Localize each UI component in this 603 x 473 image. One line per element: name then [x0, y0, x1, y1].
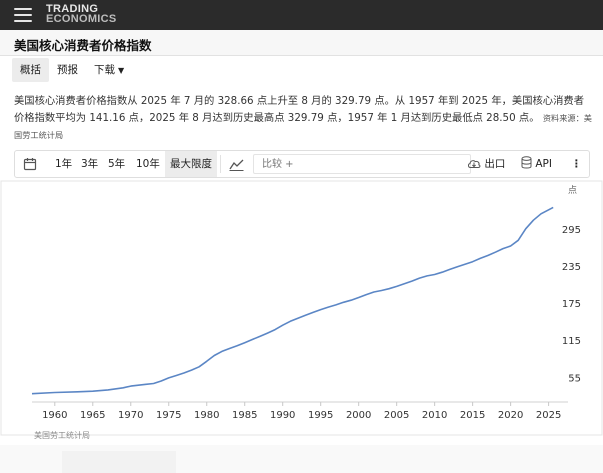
- export-label: 出口: [484, 158, 506, 170]
- top-bar: TRADING ECONOMICS: [0, 0, 603, 30]
- export-button[interactable]: 出口: [467, 151, 505, 177]
- brand-line-1: TRADING: [46, 3, 99, 15]
- calendar-icon[interactable]: [23, 157, 37, 171]
- range-max[interactable]: 最大限度: [165, 151, 217, 177]
- y-tick-label: 295: [562, 225, 581, 236]
- api-button[interactable]: API: [521, 151, 552, 177]
- y-axis-unit: 点: [568, 186, 578, 196]
- chart-toolbar: 1年 3年 5年 10年 最大限度 出口 API ⋮: [14, 150, 590, 178]
- page-title: 美国核心消费者价格指数: [14, 38, 152, 53]
- y-tick-label: 235: [562, 262, 581, 273]
- x-tick-label: 2015: [460, 410, 485, 421]
- cpi-line-chart: 1960 1965 1970 1975 1980 1985 1990 1995 2000 2005…: [0, 180, 603, 436]
- toolbar-divider: [220, 155, 221, 173]
- y-tick-label: 175: [562, 299, 581, 310]
- compare-input[interactable]: [253, 154, 471, 174]
- y-tick-label: 115: [562, 336, 581, 347]
- range-3y[interactable]: 3年: [81, 158, 99, 170]
- summary-text: 美国核心消费者价格指数从 2025 年 7 月的 328.66 点上升至 8 月…: [14, 95, 584, 124]
- more-icon[interactable]: ⋮: [571, 158, 582, 170]
- chart-frame: [0, 180, 603, 436]
- title-row: 美国核心消费者价格指数: [0, 30, 603, 56]
- x-tick-label: 1970: [118, 410, 143, 421]
- range-1y[interactable]: 1年: [55, 158, 73, 170]
- caret-down-icon: ▼: [118, 66, 125, 75]
- tab-download[interactable]: 下载 ▼: [86, 58, 132, 82]
- menu-icon[interactable]: [14, 8, 32, 22]
- x-tick-label: 1990: [270, 410, 295, 421]
- database-icon: [521, 156, 532, 169]
- bottom-placeholder: [62, 451, 176, 473]
- y-tick-label: 55: [568, 373, 581, 384]
- x-tick-label: 2025: [536, 410, 561, 421]
- x-tick-label: 1980: [194, 410, 219, 421]
- x-tick-label: 1960: [42, 410, 67, 421]
- x-tick-label: 2005: [384, 410, 409, 421]
- tab-download-label: 下载: [94, 64, 115, 76]
- brand-logo[interactable]: TRADING ECONOMICS: [46, 3, 117, 25]
- summary-paragraph: 美国核心消费者价格指数从 2025 年 7 月的 328.66 点上升至 8 月…: [14, 93, 594, 144]
- bottom-strip: [0, 445, 603, 473]
- cloud-download-icon: [467, 160, 481, 168]
- api-label: API: [535, 158, 552, 170]
- footer-source: 美国劳工统计局: [34, 431, 90, 440]
- x-tick-label: 2000: [346, 410, 371, 421]
- tab-summary[interactable]: 概括: [12, 58, 49, 82]
- chart-area: 1960 1965 1970 1975 1980 1985 1990 1995 2000 2005…: [0, 180, 603, 440]
- tab-forecast[interactable]: 预报: [57, 64, 78, 76]
- brand-line-2: ECONOMICS: [46, 13, 117, 25]
- range-10y[interactable]: 10年: [136, 158, 160, 170]
- series-line: [31, 206, 554, 395]
- x-tick-label: 1985: [232, 410, 257, 421]
- x-tick-label: 1975: [156, 410, 181, 421]
- x-tick-label: 2020: [498, 410, 523, 421]
- tab-bar: 概括 预报 下载 ▼: [12, 58, 132, 82]
- line-chart-icon[interactable]: [229, 158, 244, 171]
- x-tick-label: 2010: [422, 410, 447, 421]
- x-tick-label: 1965: [80, 410, 105, 421]
- x-tick-label: 1995: [308, 410, 333, 421]
- summary-source: 资料来源：美国劳工统计局: [14, 113, 592, 140]
- range-5y[interactable]: 5年: [108, 158, 126, 170]
